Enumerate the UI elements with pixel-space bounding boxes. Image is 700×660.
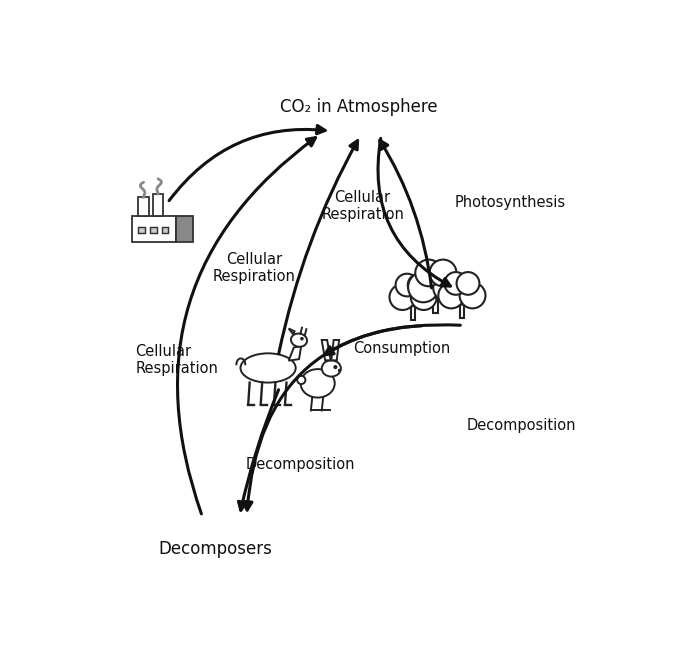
Circle shape (395, 274, 419, 296)
Ellipse shape (300, 369, 335, 397)
Circle shape (433, 272, 463, 302)
Bar (139, 197, 148, 216)
Bar (162, 227, 168, 233)
Circle shape (415, 259, 442, 286)
Circle shape (334, 366, 337, 368)
Text: CO₂ in Atmosphere: CO₂ in Atmosphere (280, 98, 438, 116)
Polygon shape (176, 216, 193, 242)
Text: Cellular
Respiration: Cellular Respiration (136, 344, 218, 376)
Bar (153, 194, 163, 216)
Polygon shape (322, 340, 330, 360)
Text: Decomposers: Decomposers (158, 541, 272, 558)
Bar (433, 290, 438, 313)
Circle shape (408, 272, 438, 302)
Circle shape (444, 272, 467, 295)
Text: Decomposition: Decomposition (246, 457, 356, 472)
Bar (132, 216, 176, 242)
Circle shape (408, 274, 430, 296)
Polygon shape (288, 346, 301, 360)
Text: Decomposition: Decomposition (467, 418, 576, 433)
Circle shape (438, 282, 464, 308)
Circle shape (456, 272, 480, 295)
Ellipse shape (291, 333, 307, 346)
Ellipse shape (322, 360, 341, 377)
Circle shape (398, 276, 428, 306)
Text: Consumption: Consumption (353, 341, 450, 356)
Ellipse shape (241, 353, 295, 383)
Bar (150, 227, 158, 233)
Text: Cellular
Respiration: Cellular Respiration (213, 251, 295, 284)
Circle shape (298, 376, 305, 384)
Circle shape (301, 338, 303, 340)
Bar (411, 300, 415, 319)
Circle shape (389, 284, 415, 310)
Circle shape (430, 259, 456, 286)
Circle shape (418, 262, 454, 298)
Circle shape (339, 370, 340, 372)
Circle shape (460, 282, 486, 308)
Text: Cellular
Respiration: Cellular Respiration (321, 190, 404, 222)
Circle shape (411, 284, 437, 310)
Polygon shape (288, 329, 295, 335)
Bar (460, 299, 464, 318)
Circle shape (447, 275, 477, 305)
Polygon shape (331, 340, 339, 360)
Bar (139, 227, 146, 233)
Text: Photosynthesis: Photosynthesis (454, 195, 566, 210)
